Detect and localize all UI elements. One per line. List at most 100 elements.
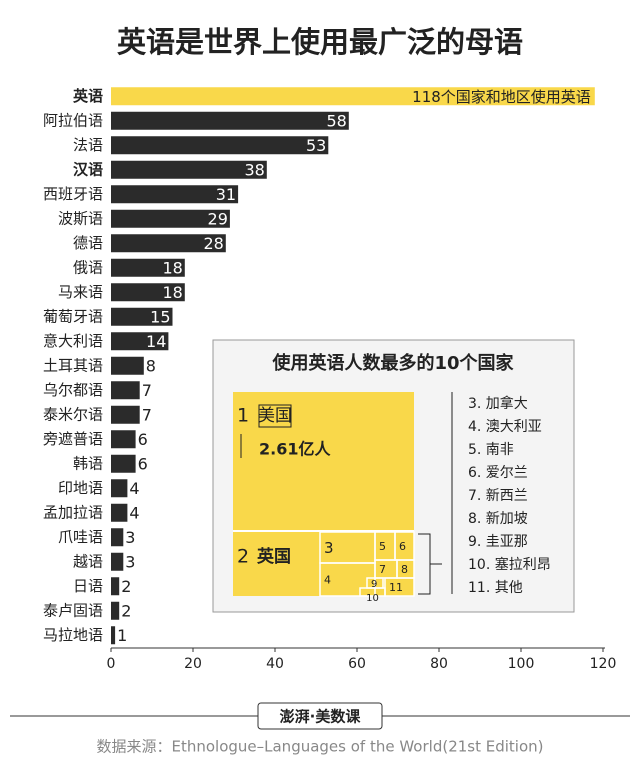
treemap-cell <box>319 562 376 597</box>
country-label: 英国 <box>257 546 291 567</box>
cell-label: 7 <box>379 563 386 576</box>
source: 数据来源：Ethnologue–Languages of the World(2… <box>96 738 543 756</box>
value-label: 29 <box>208 209 228 228</box>
cell-label: 3 <box>324 539 334 557</box>
y-tick-label: 泰米尔语 <box>43 405 103 423</box>
name-box <box>258 404 292 428</box>
bar <box>111 185 239 204</box>
x-tick-label: 100 <box>508 656 535 672</box>
value-label: 28 <box>203 234 223 253</box>
list-item: 6. 爱尔兰 <box>468 465 528 481</box>
value-label: 118个国家和地区使用英语 <box>412 88 591 106</box>
value-label: 8 <box>146 356 156 375</box>
bar <box>111 430 136 449</box>
list-item: 11. 其他 <box>468 580 523 596</box>
rank-label: 2 <box>237 546 249 568</box>
bar <box>111 332 169 351</box>
y-tick-label: 意大利语 <box>43 332 103 350</box>
y-tick-label: 葡萄牙语 <box>43 307 103 325</box>
x-tick-label: 80 <box>430 656 448 672</box>
value-label: 38 <box>244 160 264 179</box>
y-tick-label: 越语 <box>73 552 103 570</box>
value-label: 7 <box>142 405 152 424</box>
y-tick-label: 汉语 <box>73 160 103 178</box>
bar <box>111 307 173 326</box>
inset-title: 使用英语人数最多的10个国家 <box>271 352 514 374</box>
bar <box>111 601 120 620</box>
inset: 使用英语人数最多的10个国家 1 美国 2.61亿人 2 英国 3 4 5 67 8 9 1… <box>212 339 575 613</box>
cell-label: 6 <box>399 540 406 553</box>
bar <box>111 111 349 130</box>
value-label: 14 <box>146 332 166 351</box>
cell-label: 9 <box>371 579 377 590</box>
cell-label: 5 <box>379 540 386 553</box>
y-tick-label: 马拉地语 <box>43 626 103 644</box>
rank-label: 1 <box>237 405 249 427</box>
value-label: 15 <box>150 307 170 326</box>
value-label: 31 <box>216 185 236 204</box>
bar <box>111 234 226 253</box>
bar <box>111 381 140 400</box>
y-tick-label: 印地语 <box>58 479 103 497</box>
bar <box>111 405 140 424</box>
y-tick-label: 孟加拉语 <box>43 503 103 521</box>
y-tick-label: 阿拉伯语 <box>43 111 103 129</box>
bar <box>111 577 120 596</box>
treemap <box>233 392 414 596</box>
cell-label: 8 <box>401 563 408 576</box>
list-item: 10. 塞拉利昂 <box>468 556 551 573</box>
bar <box>111 209 230 228</box>
list-item: 7. 新西兰 <box>468 488 528 504</box>
value-label: 3 <box>125 552 135 571</box>
value-label: 6 <box>138 454 148 473</box>
country-label: 美国 <box>258 406 292 426</box>
value-label: 4 <box>129 503 139 522</box>
value-label: 7 <box>142 381 152 400</box>
bar <box>111 552 124 571</box>
value-label: 53 <box>306 136 326 155</box>
y-tick-label: 日语 <box>73 577 103 595</box>
y-tick-label: 俄语 <box>73 258 103 276</box>
cell-label: 10 <box>366 593 379 604</box>
list-item: 8. 新加坡 <box>468 511 528 527</box>
bar <box>111 626 116 645</box>
x-tick-label: 120 <box>590 656 617 672</box>
treemap-cell <box>384 577 415 597</box>
list-item: 9. 圭亚那 <box>468 534 528 550</box>
population-label: 2.61亿人 <box>259 440 331 459</box>
y-tick-label: 旁遮普语 <box>43 430 103 448</box>
x-tick-label: 40 <box>266 656 284 672</box>
bar <box>111 356 144 375</box>
x-tick-label: 20 <box>184 656 202 672</box>
y-tick-label: 韩语 <box>73 454 103 472</box>
bar <box>111 283 185 302</box>
list-item: 5. 南非 <box>468 442 514 458</box>
x-tick-label: 60 <box>348 656 366 672</box>
value-label: 3 <box>125 528 135 547</box>
chart-title: 英语是世界上使用最广泛的母语 <box>117 25 523 59</box>
y-tick-label: 英语 <box>73 87 103 105</box>
bar <box>111 528 124 547</box>
y-tick-label: 德语 <box>73 234 103 252</box>
value-label: 1 <box>117 626 127 645</box>
value-label: 18 <box>162 258 182 277</box>
bar <box>111 87 595 106</box>
bar <box>111 258 185 277</box>
bar <box>111 503 128 522</box>
value-label: 18 <box>162 283 182 302</box>
y-tick-label: 法语 <box>73 136 103 154</box>
list-item: 3. 加拿大 <box>468 395 528 412</box>
bar <box>111 160 267 179</box>
cell-label: 11 <box>389 581 403 594</box>
list-item: 4. 澳大利亚 <box>468 419 542 435</box>
cell-label: 4 <box>324 574 331 587</box>
bar <box>111 479 128 498</box>
logo: 澎湃·美数课 <box>280 708 362 726</box>
y-tick-label: 爪哇语 <box>58 528 103 546</box>
value-label: 4 <box>129 479 139 498</box>
value-label: 2 <box>121 601 131 620</box>
y-tick-label: 马来语 <box>58 283 103 301</box>
value-label: 58 <box>326 111 346 130</box>
